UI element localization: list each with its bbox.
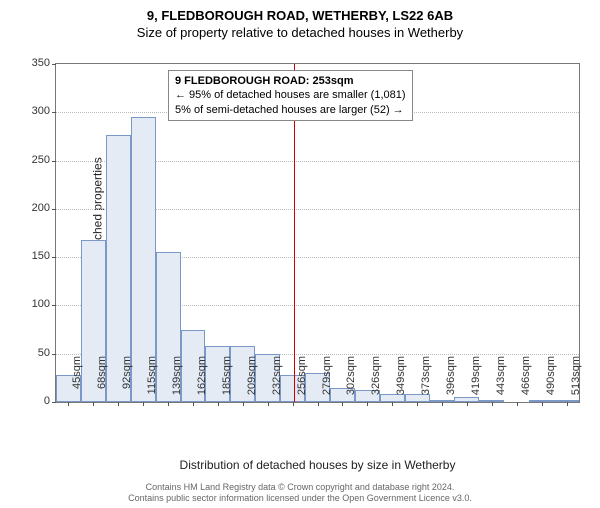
y-tick xyxy=(52,64,56,65)
x-tick xyxy=(517,402,518,406)
x-tick-label: 115sqm xyxy=(146,356,158,406)
x-tick-label: 139sqm xyxy=(171,356,183,406)
info-box: 9 FLEDBOROUGH ROAD: 253sqm← 95% of detac… xyxy=(168,70,413,121)
x-tick xyxy=(218,402,219,406)
x-tick xyxy=(542,402,543,406)
y-tick-label: 350 xyxy=(20,57,50,69)
x-tick-label: 185sqm xyxy=(221,356,233,406)
x-tick xyxy=(567,402,568,406)
y-tick xyxy=(52,161,56,162)
chart-subtitle: Size of property relative to detached ho… xyxy=(0,25,600,40)
x-tick xyxy=(68,402,69,406)
x-tick xyxy=(93,402,94,406)
x-tick xyxy=(442,402,443,406)
x-tick xyxy=(417,402,418,406)
x-tick-label: 232sqm xyxy=(271,356,283,406)
x-tick-label: 396sqm xyxy=(445,356,457,406)
y-tick-label: 50 xyxy=(20,347,50,359)
info-line2: ← 95% of detached houses are smaller (1,… xyxy=(175,88,406,102)
x-tick-label: 326sqm xyxy=(370,356,382,406)
y-tick-label: 200 xyxy=(20,202,50,214)
x-tick-label: 45sqm xyxy=(71,356,83,406)
x-tick xyxy=(268,402,269,406)
x-tick xyxy=(143,402,144,406)
y-tick-label: 250 xyxy=(20,154,50,166)
x-tick-label: 466sqm xyxy=(520,356,532,406)
footer-line1: Contains HM Land Registry data © Crown c… xyxy=(0,482,600,493)
x-tick-label: 68sqm xyxy=(96,356,108,406)
x-tick-label: 162sqm xyxy=(196,356,208,406)
x-tick xyxy=(392,402,393,406)
chart-area: Number of detached properties 9 FLEDBORO… xyxy=(55,63,580,438)
x-tick-label: 279sqm xyxy=(321,356,333,406)
x-tick-label: 209sqm xyxy=(246,356,258,406)
plot-region: 9 FLEDBOROUGH ROAD: 253sqm← 95% of detac… xyxy=(55,63,580,403)
x-tick-label: 92sqm xyxy=(121,356,133,406)
x-axis-label: Distribution of detached houses by size … xyxy=(55,458,580,472)
chart-title: 9, FLEDBOROUGH ROAD, WETHERBY, LS22 6AB xyxy=(0,8,600,23)
x-tick xyxy=(318,402,319,406)
x-tick-label: 302sqm xyxy=(345,356,357,406)
y-tick-label: 0 xyxy=(20,395,50,407)
footer-line2: Contains public sector information licen… xyxy=(0,493,600,504)
x-tick xyxy=(168,402,169,406)
x-tick xyxy=(293,402,294,406)
x-tick xyxy=(467,402,468,406)
x-tick-label: 373sqm xyxy=(420,356,432,406)
x-tick xyxy=(243,402,244,406)
info-line3: 5% of semi-detached houses are larger (5… xyxy=(175,103,406,117)
x-tick-label: 419sqm xyxy=(470,356,482,406)
info-line1: 9 FLEDBOROUGH ROAD: 253sqm xyxy=(175,74,406,88)
y-tick xyxy=(52,402,56,403)
x-tick-label: 513sqm xyxy=(570,356,582,406)
y-tick xyxy=(52,209,56,210)
x-tick-label: 443sqm xyxy=(495,356,507,406)
y-tick-label: 150 xyxy=(20,250,50,262)
x-tick-label: 256sqm xyxy=(296,356,308,406)
x-tick xyxy=(193,402,194,406)
x-tick-label: 490sqm xyxy=(545,356,557,406)
y-tick-label: 100 xyxy=(20,298,50,310)
y-tick xyxy=(52,257,56,258)
x-tick xyxy=(492,402,493,406)
x-tick xyxy=(118,402,119,406)
x-tick xyxy=(367,402,368,406)
y-tick xyxy=(52,354,56,355)
x-tick-label: 349sqm xyxy=(395,356,407,406)
x-tick xyxy=(342,402,343,406)
footer-text: Contains HM Land Registry data © Crown c… xyxy=(0,482,600,504)
y-tick xyxy=(52,112,56,113)
y-tick xyxy=(52,305,56,306)
y-tick-label: 300 xyxy=(20,105,50,117)
